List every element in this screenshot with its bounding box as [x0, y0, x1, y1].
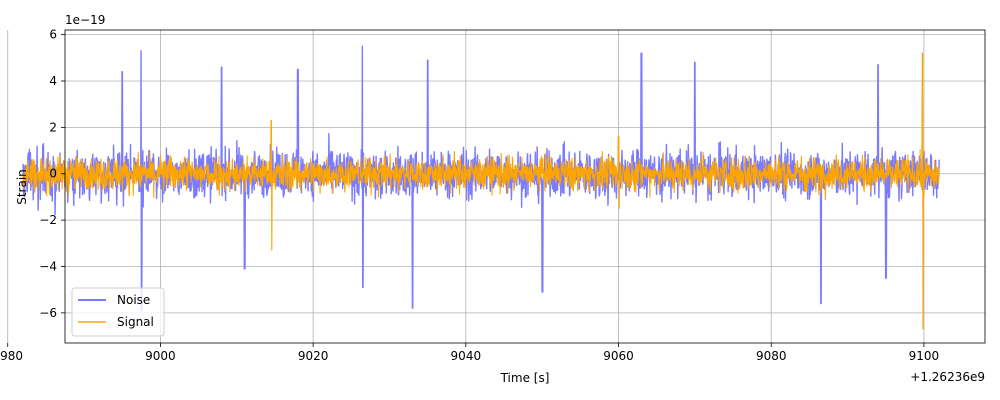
- y-tick-label: 0: [49, 167, 57, 181]
- y-tick-label: 2: [49, 120, 57, 134]
- plot-frame: [64, 29, 986, 344]
- y-axis: −6 −4 −2 0 2 4 6: [39, 28, 65, 320]
- legend-noise-label: Noise: [117, 293, 150, 307]
- y-scale-label: 1e−19: [65, 13, 105, 27]
- x-tick-label: 9040: [451, 349, 482, 363]
- signal-series-line: [22, 52, 940, 330]
- x-tick-label: 9020: [298, 349, 329, 363]
- y-tick-label: −4: [39, 259, 57, 273]
- legend: Noise Signal: [71, 287, 165, 337]
- x-tick-label: 9080: [756, 349, 787, 363]
- y-axis-label: Strain: [15, 169, 29, 205]
- x-offset-label: +1.26236e9: [910, 370, 985, 384]
- legend-signal-label: Signal: [117, 315, 154, 329]
- x-axis-label: Time [s]: [500, 371, 550, 385]
- x-tick-label: 9100: [909, 349, 940, 363]
- y-tick-label: −2: [39, 213, 57, 227]
- y-tick-label: 6: [49, 28, 57, 42]
- y-tick-label: −6: [39, 306, 57, 320]
- series-layer: [22, 45, 940, 330]
- x-axis: 8980 9000 9020 9040 9060 9080 9100: [0, 343, 939, 363]
- x-tick-label: 9000: [145, 349, 176, 363]
- x-tick-label: 9060: [603, 349, 634, 363]
- y-tick-label: 4: [49, 74, 57, 88]
- x-tick-label: 8980: [0, 349, 23, 363]
